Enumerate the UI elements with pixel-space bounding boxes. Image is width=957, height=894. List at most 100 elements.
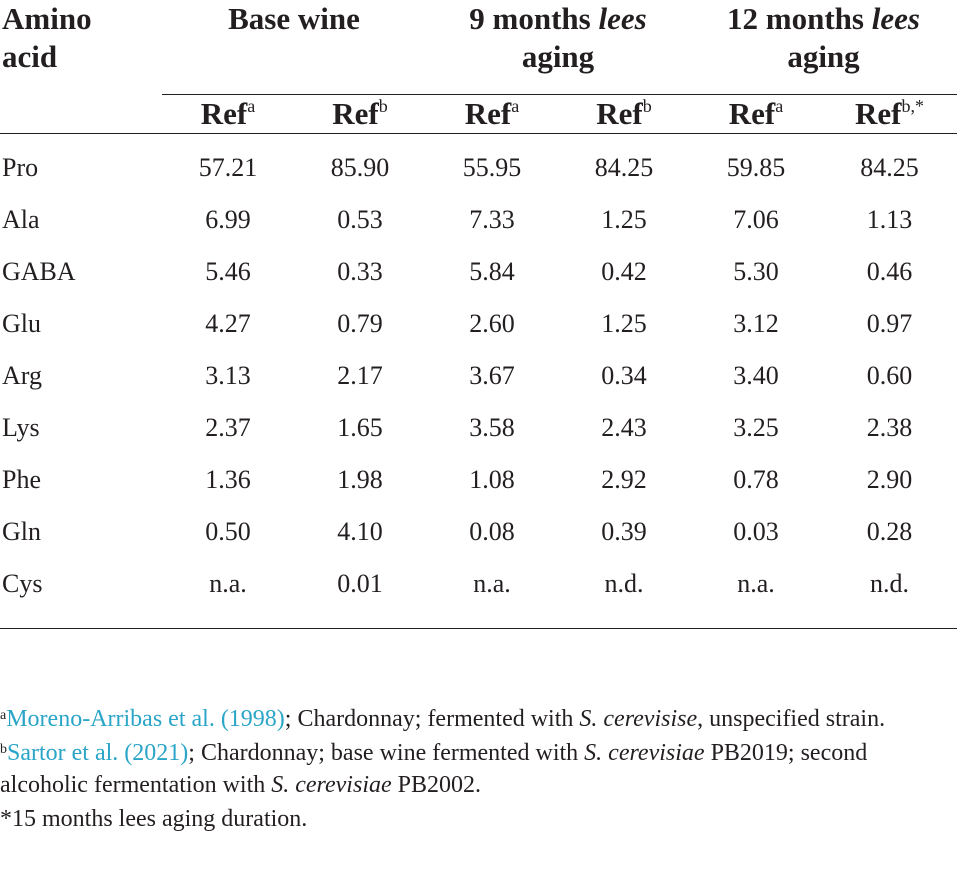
group-rule bbox=[162, 94, 426, 95]
group-header-base-wine: Base wine bbox=[162, 0, 426, 95]
value-cell: 1.98 bbox=[337, 465, 383, 494]
amino-acid-header-line2: acid bbox=[2, 39, 58, 74]
value-cell: 3.25 bbox=[733, 413, 779, 442]
group-header-line2 bbox=[290, 39, 298, 74]
value-cell: 3.12 bbox=[733, 309, 779, 338]
amino-acid-cell: Ala bbox=[2, 205, 40, 234]
value-cell: 0.79 bbox=[337, 309, 383, 338]
value-cell: 5.46 bbox=[205, 257, 251, 286]
value-cell: 0.46 bbox=[866, 257, 913, 286]
value-cell: 3.67 bbox=[469, 361, 515, 390]
value-cell: n.a. bbox=[426, 558, 558, 629]
value-cell: 2.43 bbox=[601, 413, 647, 442]
ref-sup: a bbox=[247, 96, 256, 116]
value-cell: 6.99 bbox=[205, 205, 251, 234]
value-cell: n.d. bbox=[558, 558, 690, 629]
value-cell: 1.65 bbox=[337, 413, 383, 442]
ref-header: Refb bbox=[558, 95, 690, 134]
value-cell: 0.39 bbox=[601, 517, 647, 546]
ref-header: Refb,* bbox=[822, 95, 957, 134]
ref-header: Refa bbox=[426, 95, 558, 134]
value-cell: 2.92 bbox=[601, 465, 647, 494]
ref-sup: a bbox=[511, 96, 520, 116]
reference-link-moreno-arribas[interactable]: Moreno-Arribas et al. (1998) bbox=[6, 706, 285, 732]
header-row-refs: Refa Refb Refa Refb Refa Refb,* bbox=[0, 95, 957, 134]
ref-sup: a bbox=[775, 96, 784, 116]
value-cell: 1.36 bbox=[205, 465, 251, 494]
table-row: Pro 57.21 85.90 55.95 84.25 59.85 84.25 bbox=[0, 134, 957, 195]
footnote-text: ; Chardonnay; base wine fermented with bbox=[188, 740, 585, 766]
footnote-text: , unspecified strain. bbox=[697, 706, 886, 732]
value-cell: 2.60 bbox=[469, 309, 515, 338]
table-body: Pro 57.21 85.90 55.95 84.25 59.85 84.25 … bbox=[0, 134, 957, 629]
value-cell: 4.10 bbox=[337, 517, 383, 546]
value-cell: 2.37 bbox=[205, 413, 251, 442]
value-cell: 1.13 bbox=[866, 205, 913, 234]
group-header-line2: aging bbox=[787, 39, 860, 74]
ref-header: Refa bbox=[690, 95, 822, 134]
footnote-italic: S. cerevisiae bbox=[584, 740, 705, 766]
value-cell: 1.08 bbox=[469, 465, 515, 494]
value-cell: 0.34 bbox=[601, 361, 647, 390]
value-cell: 2.90 bbox=[866, 465, 913, 494]
value-cell: 1.25 bbox=[601, 205, 647, 234]
footnote-star: *15 months lees aging duration. bbox=[0, 806, 308, 832]
table-row: Cys n.a. 0.01 n.a. n.d. n.a. n.d. bbox=[0, 558, 957, 629]
header-row-groups: Amino acid Base wine 9 months lees aging… bbox=[0, 0, 957, 134]
ref-header: Refb bbox=[294, 95, 426, 134]
footnote-italic: S. cerevisise bbox=[579, 706, 698, 732]
ref-sup: b bbox=[378, 96, 388, 116]
amino-acid-cell: Lys bbox=[2, 413, 40, 442]
footnote-b: bSartor et al. (2021); Chardonnay; base … bbox=[0, 737, 957, 801]
table-row: Ala 6.99 0.53 7.33 1.25 7.06 1.13 bbox=[0, 194, 957, 246]
group-header-italic: lees bbox=[598, 1, 647, 36]
ref-label: Ref bbox=[464, 96, 512, 131]
group-header-12-months: 12 months lees aging bbox=[690, 0, 957, 95]
value-cell: 3.58 bbox=[469, 413, 515, 442]
value-cell: n.a. bbox=[690, 558, 822, 629]
value-cell: 2.38 bbox=[866, 413, 913, 442]
amino-acid-header-line1: Amino bbox=[2, 1, 92, 36]
value-cell: 2.17 bbox=[337, 361, 383, 390]
group-header-line2: aging bbox=[521, 39, 595, 74]
value-cell: 7.33 bbox=[469, 205, 515, 234]
footnote-italic: S. cerevisiae bbox=[271, 772, 392, 798]
table-row: Lys 2.37 1.65 3.58 2.43 3.25 2.38 bbox=[0, 402, 957, 454]
table-row: Glu 4.27 0.79 2.60 1.25 3.12 0.97 bbox=[0, 298, 957, 350]
group-header-line1: 9 months bbox=[469, 1, 599, 36]
value-cell: 0.50 bbox=[205, 517, 251, 546]
group-header-line1: Base wine bbox=[228, 1, 360, 36]
value-cell: 0.53 bbox=[337, 205, 383, 234]
value-cell: 84.25 bbox=[594, 153, 654, 182]
table-row: Arg 3.13 2.17 3.67 0.34 3.40 0.60 bbox=[0, 350, 957, 402]
footnote-mark: a bbox=[0, 708, 7, 723]
group-rule bbox=[426, 94, 690, 95]
group-header-italic: lees bbox=[871, 1, 920, 36]
amino-acid-cell: Gln bbox=[2, 517, 41, 546]
value-cell: 3.13 bbox=[205, 361, 251, 390]
value-cell: 5.30 bbox=[733, 257, 779, 286]
value-cell: 0.28 bbox=[866, 517, 913, 546]
value-cell: 84.25 bbox=[860, 153, 919, 182]
ref-label: Ref bbox=[855, 96, 902, 131]
ref-label: Ref bbox=[332, 96, 379, 131]
value-cell: 3.40 bbox=[733, 361, 779, 390]
value-cell: 55.95 bbox=[462, 153, 522, 182]
reference-link-sartor[interactable]: Sartor et al. (2021) bbox=[7, 740, 189, 766]
footnote-text: ; Chardonnay; fermented with bbox=[284, 706, 580, 732]
value-cell: 0.97 bbox=[866, 309, 913, 338]
group-header-line1: 12 months bbox=[727, 1, 872, 36]
amino-acid-cell: GABA bbox=[2, 257, 76, 286]
value-cell: 0.33 bbox=[337, 257, 383, 286]
value-cell: 0.01 bbox=[294, 558, 426, 629]
footnote-text: PB2002. bbox=[391, 772, 481, 798]
ref-header: Refa bbox=[162, 95, 294, 134]
group-rule bbox=[690, 94, 957, 95]
value-cell: 57.21 bbox=[198, 153, 258, 182]
amino-acid-cell: Glu bbox=[2, 309, 41, 338]
table-row: GABA 5.46 0.33 5.84 0.42 5.30 0.46 bbox=[0, 246, 957, 298]
footnote-a: aMoreno-Arribas et al. (1998); Chardonna… bbox=[0, 703, 957, 735]
value-cell: 0.08 bbox=[469, 517, 515, 546]
ref-sup: b bbox=[642, 96, 652, 116]
